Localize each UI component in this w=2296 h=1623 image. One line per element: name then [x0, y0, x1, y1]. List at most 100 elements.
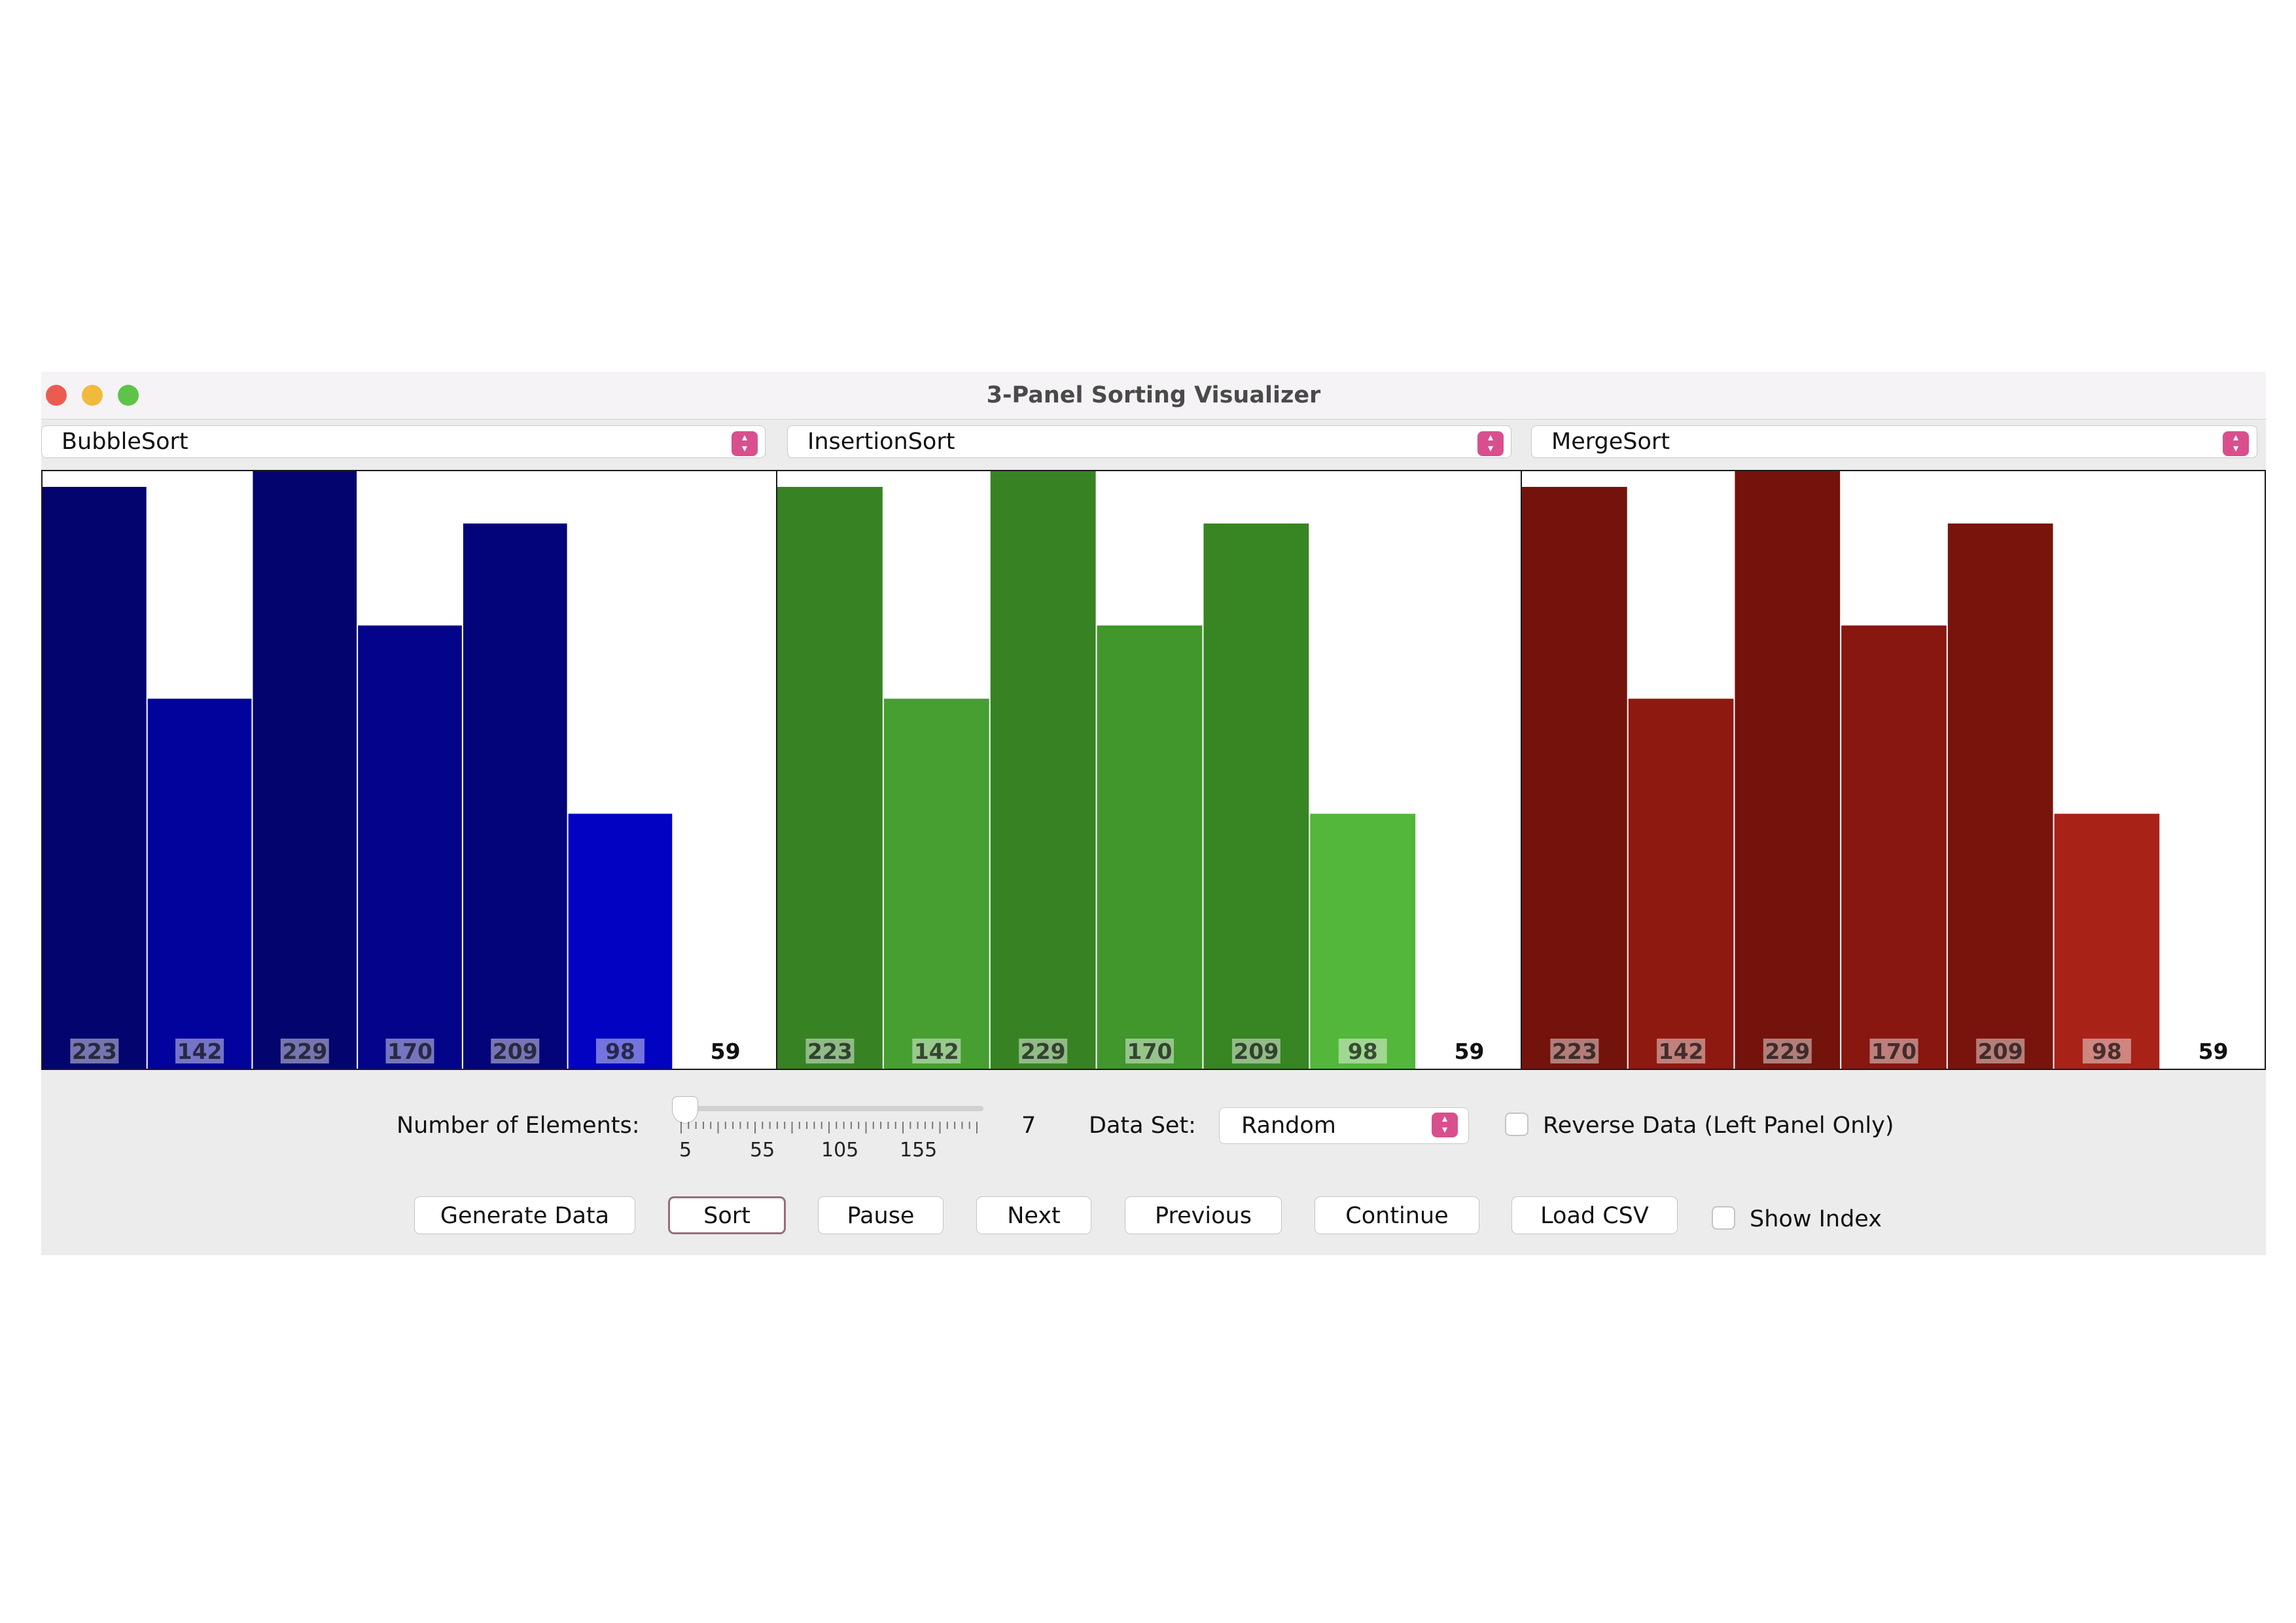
- bar: [1203, 523, 1309, 1069]
- bar-value-label: 209: [493, 1039, 538, 1064]
- bar: [1310, 813, 1416, 1069]
- title-bar: 3-Panel Sorting Visualizer: [41, 372, 2266, 419]
- bar-value-label: 170: [1871, 1039, 1916, 1064]
- bar-chart-right: 223 142 229 170 209 98 59: [1522, 471, 2265, 1069]
- chevron-up-down-icon[interactable]: ▴ ▾: [2223, 431, 2249, 456]
- bar: [883, 698, 989, 1069]
- show-index-label: Show Index: [1750, 1206, 1882, 1232]
- bar-value-label: 98: [2092, 1039, 2122, 1064]
- bar-value-label: 98: [1348, 1039, 1378, 1064]
- bar-value-label-background: [280, 1039, 329, 1063]
- chevron-up-down-icon[interactable]: ▴ ▾: [1432, 1113, 1458, 1137]
- bar-value-label-background: [1019, 1039, 1068, 1063]
- bar: [1417, 916, 1521, 1069]
- bar: [253, 471, 357, 1069]
- bar-value-label: 59: [711, 1039, 741, 1064]
- num-elements-label: Number of Elements:: [397, 1113, 640, 1139]
- slider-ticks: [680, 1122, 978, 1133]
- bar: [1841, 625, 1947, 1069]
- bar: [1947, 523, 2053, 1069]
- bar: [463, 523, 567, 1069]
- bar-value-label: 223: [72, 1039, 117, 1064]
- bar-value-label: 142: [177, 1039, 222, 1064]
- data-set-select-value: Random: [1241, 1113, 1336, 1139]
- sort-button[interactable]: Sort: [668, 1196, 786, 1234]
- bar-value-label-background: [70, 1039, 119, 1063]
- window-title: 3-Panel Sorting Visualizer: [986, 382, 1321, 408]
- bar-value-label-background: [1763, 1039, 1812, 1063]
- bar-panel-middle: 223 142 229 170 209 98 59: [776, 470, 1522, 1070]
- bar: [990, 471, 1096, 1069]
- bar-value-label: 59: [2199, 1039, 2229, 1064]
- bar-value-label-background: [1125, 1039, 1174, 1063]
- reverse-data-label: Reverse Data (Left Panel Only): [1543, 1113, 1894, 1139]
- bar-value-label-background: [1550, 1039, 1599, 1063]
- minimize-window-button[interactable]: [82, 385, 103, 406]
- continue-button[interactable]: Continue: [1315, 1196, 1479, 1234]
- bar: [568, 813, 673, 1069]
- bar: [777, 486, 883, 1069]
- bar-value-label: 209: [1978, 1039, 2023, 1064]
- algorithm-select-middle[interactable]: InsertionSort ▴ ▾: [787, 425, 1511, 458]
- bar-chart-left: 223 142 229 170 209 98 59: [43, 471, 776, 1069]
- algorithm-select-right[interactable]: MergeSort ▴ ▾: [1531, 425, 2257, 458]
- bar-value-label-background: [175, 1039, 224, 1063]
- bar-value-label: 223: [807, 1039, 853, 1064]
- slider-thumb[interactable]: [672, 1096, 698, 1124]
- bar-value-label: 98: [605, 1039, 635, 1064]
- bar-value-label-background: [1338, 1039, 1387, 1063]
- bar-value-label-background: [491, 1039, 540, 1063]
- bar-value-label-background: [1976, 1039, 2025, 1063]
- previous-button[interactable]: Previous: [1125, 1196, 1282, 1234]
- bar-value-label-background: [595, 1039, 645, 1063]
- slider-tick-label: 5: [679, 1139, 692, 1162]
- chevron-up-down-icon[interactable]: ▴ ▾: [1477, 431, 1504, 456]
- bar: [1097, 625, 1203, 1069]
- bar-value-label-background: [2082, 1039, 2131, 1063]
- generate-data-button[interactable]: Generate Data: [414, 1196, 635, 1234]
- algorithm-select-left[interactable]: BubbleSort ▴ ▾: [41, 425, 766, 458]
- slider-tick-label: 105: [821, 1139, 859, 1162]
- bar: [673, 916, 776, 1069]
- bar-value-label: 142: [914, 1039, 959, 1064]
- bar: [2054, 813, 2160, 1069]
- load-csv-button[interactable]: Load CSV: [1511, 1196, 1678, 1234]
- bar-value-label-background: [805, 1039, 855, 1063]
- zoom-window-button[interactable]: [118, 385, 139, 406]
- bar-value-label-background: [1869, 1039, 1918, 1063]
- algorithm-select-middle-value: InsertionSort: [807, 429, 955, 455]
- slider-tick-label: 155: [900, 1139, 938, 1162]
- bar: [1735, 471, 1841, 1069]
- bar-panel-left: 223 142 229 170 209 98 59: [41, 470, 777, 1070]
- num-elements-slider[interactable]: [673, 1106, 983, 1111]
- bar-chart-middle: 223 142 229 170 209 98 59: [777, 471, 1521, 1069]
- bar-value-label: 59: [1455, 1039, 1485, 1064]
- bar-value-label-background: [1657, 1039, 1706, 1063]
- data-set-label: Data Set:: [1089, 1113, 1196, 1139]
- bar-value-label-background: [1231, 1039, 1280, 1063]
- bar-value-label-background: [385, 1039, 434, 1063]
- bar-value-label: 229: [1021, 1039, 1066, 1064]
- bar-value-label: 209: [1233, 1039, 1279, 1064]
- show-index-checkbox[interactable]: [1712, 1206, 1735, 1230]
- bar-value-label: 229: [282, 1039, 327, 1064]
- bar: [1522, 486, 1627, 1069]
- bar-panel-right: 223 142 229 170 209 98 59: [1521, 470, 2266, 1070]
- bar-value-label: 170: [387, 1039, 433, 1064]
- bar-value-label: 170: [1127, 1039, 1173, 1064]
- close-window-button[interactable]: [46, 385, 67, 406]
- slider-tick-label: 55: [750, 1139, 775, 1162]
- bar-value-label: 223: [1552, 1039, 1597, 1064]
- bar: [147, 698, 252, 1069]
- algorithm-select-left-value: BubbleSort: [62, 429, 188, 455]
- data-set-select[interactable]: Random ▴ ▾: [1219, 1107, 1469, 1144]
- bar: [2161, 916, 2265, 1069]
- chevron-up-down-icon[interactable]: ▴ ▾: [732, 431, 758, 456]
- pause-button[interactable]: Pause: [818, 1196, 944, 1234]
- bar: [43, 486, 147, 1069]
- algorithm-select-right-value: MergeSort: [1551, 429, 1670, 455]
- reverse-data-checkbox[interactable]: [1505, 1113, 1528, 1136]
- app-window: 3-Panel Sorting Visualizer BubbleSort ▴ ▾…: [41, 372, 2266, 1255]
- next-button[interactable]: Next: [976, 1196, 1091, 1234]
- bar-value-label-background: [912, 1039, 961, 1063]
